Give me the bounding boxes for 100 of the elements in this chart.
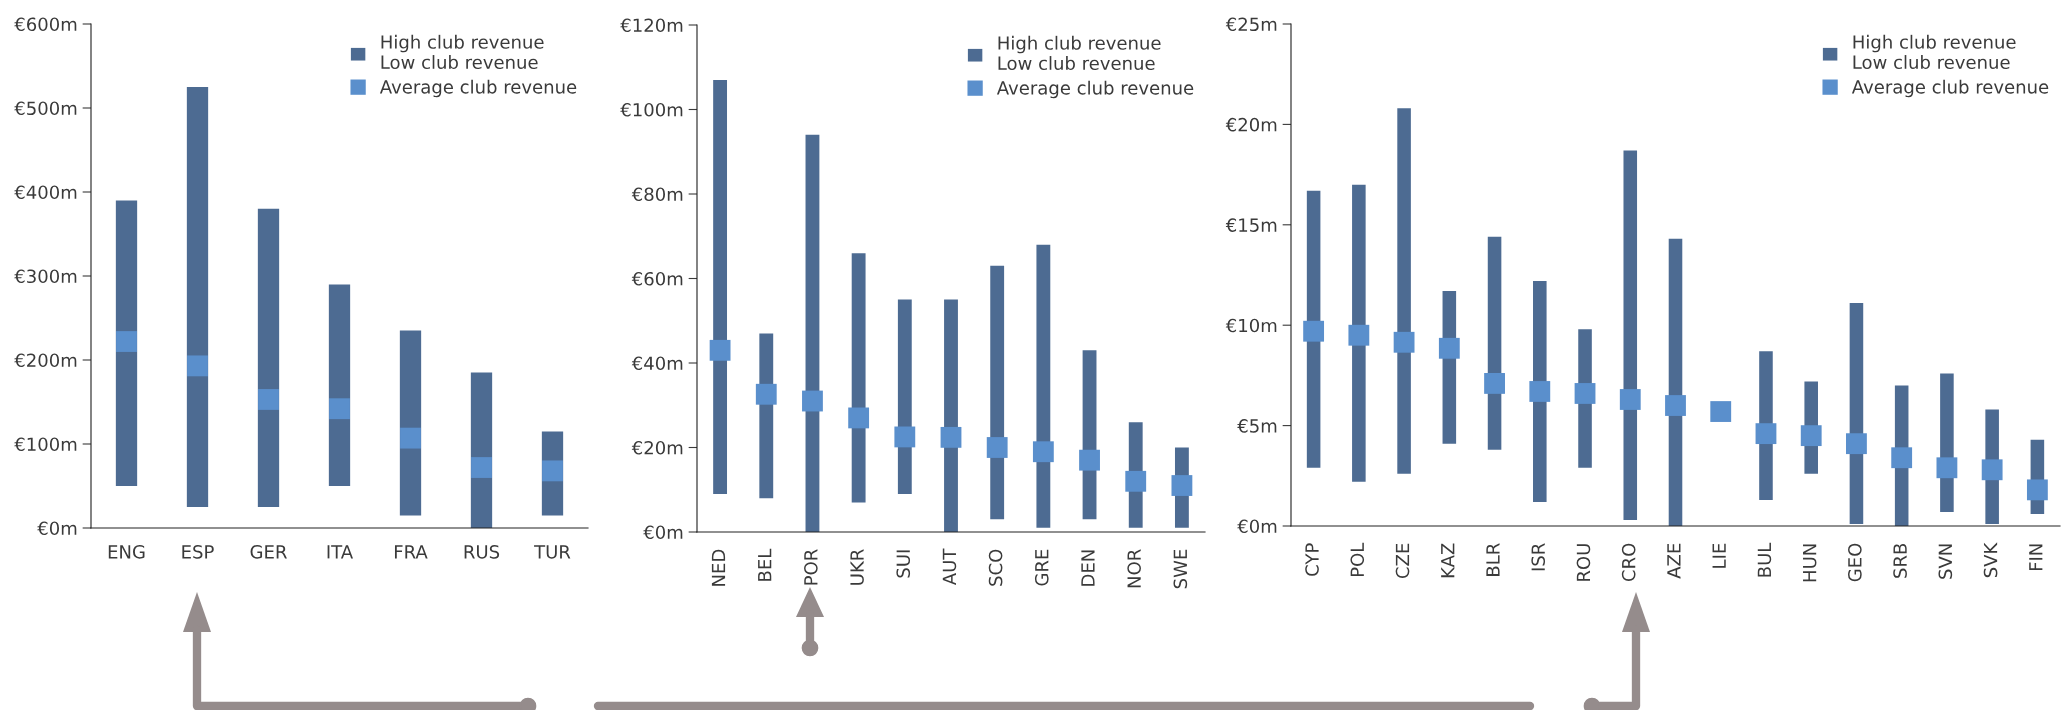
point	[848, 407, 870, 429]
bar	[328, 284, 351, 486]
y-tick-label: €25m	[1225, 17, 1277, 32]
point	[755, 383, 777, 405]
x-tick-label: UKR	[850, 549, 864, 585]
x-tick-label: GRE	[1034, 549, 1049, 586]
x-tick-label: ESP	[182, 544, 214, 559]
bar	[1533, 281, 1547, 502]
x-tick-label: AUT	[942, 548, 957, 586]
y-tick-label: €400m	[14, 185, 77, 200]
point	[1846, 433, 1867, 455]
bar	[1036, 244, 1051, 528]
x-tick-label: NOR	[1127, 549, 1141, 588]
point	[1171, 475, 1193, 496]
point	[1710, 401, 1732, 422]
bar	[186, 87, 209, 507]
y-tick-label: €200m	[14, 353, 77, 368]
bar	[1623, 150, 1638, 520]
legend-label: Average club revenue	[996, 80, 1194, 99]
point	[400, 427, 421, 449]
point	[1619, 389, 1641, 410]
bar	[851, 253, 866, 503]
y-tick-label: €20m	[631, 440, 683, 455]
point	[1755, 423, 1777, 445]
point	[1574, 383, 1596, 404]
x-tick-label: FIN	[2029, 544, 2043, 571]
x-tick-label: POR	[804, 549, 818, 585]
point	[802, 390, 823, 412]
x-tick-label: LIE	[1712, 543, 1726, 568]
x-tick-label: BLR	[1486, 543, 1500, 576]
y-tick-label: €100m	[620, 102, 683, 117]
point	[258, 389, 279, 410]
x-tick-label: POL	[1350, 542, 1365, 577]
point	[116, 331, 137, 352]
point	[1079, 449, 1100, 471]
x-tick-label: BEL	[758, 548, 772, 581]
x-tick-label: KAZ	[1441, 543, 1455, 578]
x-tick-label: ENG	[108, 544, 145, 559]
y-tick-label: €0m	[1237, 519, 1277, 534]
point	[1438, 337, 1460, 359]
point	[1125, 470, 1147, 492]
x-tick-label: SCO	[988, 549, 1003, 586]
point	[709, 339, 731, 361]
x-tick-label: ITA	[327, 545, 353, 559]
point	[940, 426, 962, 448]
bar	[990, 265, 1005, 520]
point	[1393, 331, 1415, 353]
point	[986, 437, 1008, 458]
x-tick-label: GER	[250, 544, 287, 559]
point	[1303, 320, 1325, 342]
y-tick-label: €120m	[620, 18, 683, 33]
x-tick-label: HUN	[1803, 544, 1817, 582]
point	[329, 398, 350, 420]
legend-label: High club revenue Low club revenue	[381, 34, 544, 70]
x-tick-label: NED	[711, 549, 726, 586]
bar	[257, 208, 280, 507]
x-tick-label: SVN	[1938, 544, 1953, 579]
bar	[1397, 108, 1411, 474]
y-tick-label: €5m	[1237, 419, 1277, 433]
x-tick-label: CZE	[1395, 543, 1410, 579]
bar	[115, 200, 138, 486]
x-tick-label: BUL	[1757, 542, 1772, 577]
y-tick-label: €10m	[1225, 318, 1277, 333]
point	[894, 426, 916, 448]
x-tick-label: ROU	[1576, 544, 1591, 581]
bar	[1352, 184, 1366, 482]
x-tick-label: AZE	[1667, 543, 1681, 579]
y-tick-label: €600m	[14, 17, 77, 32]
x-tick-label: FRA	[394, 545, 428, 559]
point	[1348, 324, 1370, 346]
y-tick-label: €60m	[631, 271, 683, 286]
x-tick-label: SWE	[1173, 549, 1188, 589]
y-tick-label: €15m	[1225, 218, 1277, 232]
y-tick-label: €100m	[14, 437, 77, 452]
point	[1484, 373, 1505, 394]
point	[1665, 395, 1686, 416]
point	[2026, 479, 2048, 501]
point	[1891, 447, 1913, 469]
y-tick-label: €20m	[1225, 117, 1277, 132]
legend-label: High club revenue Low club revenue	[998, 35, 1161, 71]
y-tick-label: €0m	[643, 525, 683, 540]
x-tick-label: CRO	[1621, 543, 1636, 582]
point	[187, 355, 208, 377]
x-tick-label: SUI	[896, 550, 911, 578]
point	[1981, 459, 2003, 481]
x-tick-label: TUR	[534, 545, 571, 559]
legend-label: High club revenue Low club revenue	[1853, 34, 2016, 70]
x-tick-label: ISR	[1531, 543, 1546, 571]
y-tick-label: €500m	[14, 101, 77, 116]
x-tick-label: DEN	[1081, 550, 1095, 586]
x-tick-label: SVK	[1983, 542, 1998, 578]
x-tick-label: RUS	[464, 544, 500, 559]
legend-label: Average club revenue	[379, 79, 577, 98]
point	[1936, 457, 1958, 479]
y-tick-label: €80m	[631, 187, 683, 202]
point	[471, 457, 492, 478]
x-tick-label: SRB	[1893, 543, 1907, 578]
legend-label: Average club revenue	[1851, 79, 2049, 98]
y-tick-label: €0m	[37, 521, 77, 536]
y-tick-label: €40m	[631, 356, 683, 371]
